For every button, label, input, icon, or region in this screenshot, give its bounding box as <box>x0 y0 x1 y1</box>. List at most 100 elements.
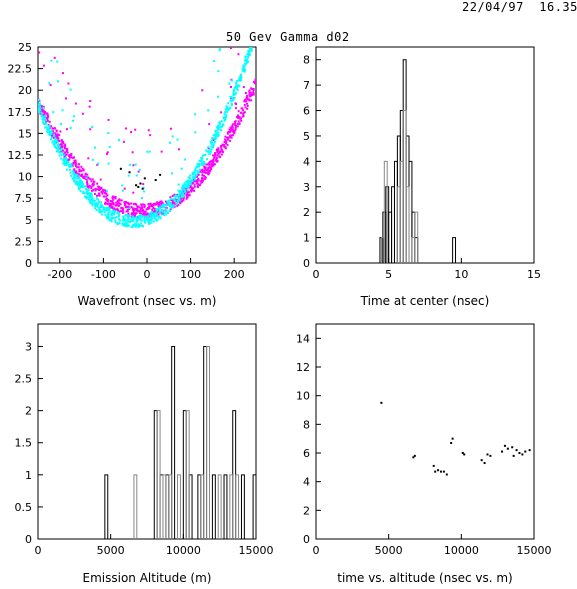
data-point <box>54 146 57 149</box>
data-point <box>64 143 67 146</box>
data-point <box>152 213 155 216</box>
data-point <box>88 105 91 108</box>
data-point <box>145 213 148 216</box>
data-point <box>186 182 189 185</box>
data-point <box>81 183 84 186</box>
data-point <box>117 221 120 224</box>
data-point <box>154 213 157 216</box>
data-point <box>231 99 234 102</box>
data-point <box>81 185 84 188</box>
data-point <box>218 48 221 51</box>
data-point <box>60 157 63 160</box>
data-point <box>136 224 139 227</box>
plot-area <box>380 401 531 476</box>
data-point <box>170 197 173 200</box>
data-point <box>64 151 67 154</box>
data-point <box>142 186 145 189</box>
data-point <box>127 212 130 215</box>
data-point <box>196 162 199 165</box>
x-tick-label: 100 <box>180 268 201 281</box>
data-point <box>194 131 197 134</box>
data-point <box>246 104 249 107</box>
data-point <box>163 213 166 216</box>
data-point <box>100 201 103 204</box>
data-point <box>196 179 199 182</box>
data-point <box>184 186 187 189</box>
data-point <box>235 87 238 90</box>
data-point <box>143 220 146 223</box>
data-point <box>162 203 165 206</box>
data-point <box>233 121 236 124</box>
data-point <box>244 106 247 109</box>
data-point <box>109 202 112 205</box>
data-point <box>177 197 180 200</box>
data-point <box>76 183 79 186</box>
data-point <box>217 124 220 127</box>
data-point <box>132 220 135 223</box>
data-point <box>213 163 216 166</box>
data-point <box>48 129 51 132</box>
data-point <box>61 109 64 112</box>
data-point <box>113 213 116 216</box>
data-point <box>159 173 162 176</box>
data-point <box>87 198 90 201</box>
data-point <box>150 203 153 206</box>
data-point <box>70 174 73 177</box>
data-point <box>223 143 226 146</box>
data-point <box>244 55 247 58</box>
data-point <box>147 129 150 132</box>
data-point <box>134 163 137 166</box>
data-point <box>243 103 246 106</box>
data-point <box>181 194 184 197</box>
data-point <box>214 133 217 136</box>
data-point <box>197 179 200 182</box>
data-point <box>104 189 107 192</box>
data-point <box>86 180 89 183</box>
data-point <box>123 224 126 227</box>
data-point <box>157 207 160 210</box>
data-point <box>63 163 66 166</box>
data-point <box>52 143 55 146</box>
data-point <box>98 192 101 195</box>
data-point <box>128 207 131 210</box>
data-point <box>146 150 149 153</box>
data-point <box>118 198 121 201</box>
data-point <box>160 213 163 216</box>
data-point <box>90 187 93 190</box>
y-tick-label: 8 <box>303 418 310 431</box>
data-point <box>180 186 183 189</box>
x-tick-label: 10000 <box>166 544 201 557</box>
y-tick-label: 10 <box>296 390 310 403</box>
data-point <box>75 177 78 180</box>
data-point <box>183 189 186 192</box>
data-point <box>77 173 80 176</box>
data-point <box>243 111 246 114</box>
data-point <box>150 217 153 220</box>
data-point <box>114 210 117 213</box>
data-point <box>90 186 93 189</box>
data-point <box>252 92 255 95</box>
data-point <box>117 214 120 217</box>
data-point <box>134 207 137 210</box>
data-point <box>244 59 247 62</box>
data-point <box>155 214 158 217</box>
data-point <box>62 142 65 145</box>
data-point <box>220 148 223 151</box>
data-point <box>41 118 44 121</box>
data-point <box>413 454 416 457</box>
data-point <box>173 205 176 208</box>
data-point <box>154 216 157 219</box>
data-point <box>242 86 245 89</box>
data-point <box>231 104 234 107</box>
data-point <box>58 134 61 137</box>
data-point <box>210 142 213 145</box>
data-point <box>87 157 90 160</box>
data-point <box>91 197 94 200</box>
data-point <box>212 159 215 162</box>
y-tick-label: 2 <box>303 504 310 517</box>
data-point <box>161 209 164 212</box>
data-point <box>40 105 43 108</box>
data-point <box>102 195 105 198</box>
data-point <box>50 129 53 132</box>
